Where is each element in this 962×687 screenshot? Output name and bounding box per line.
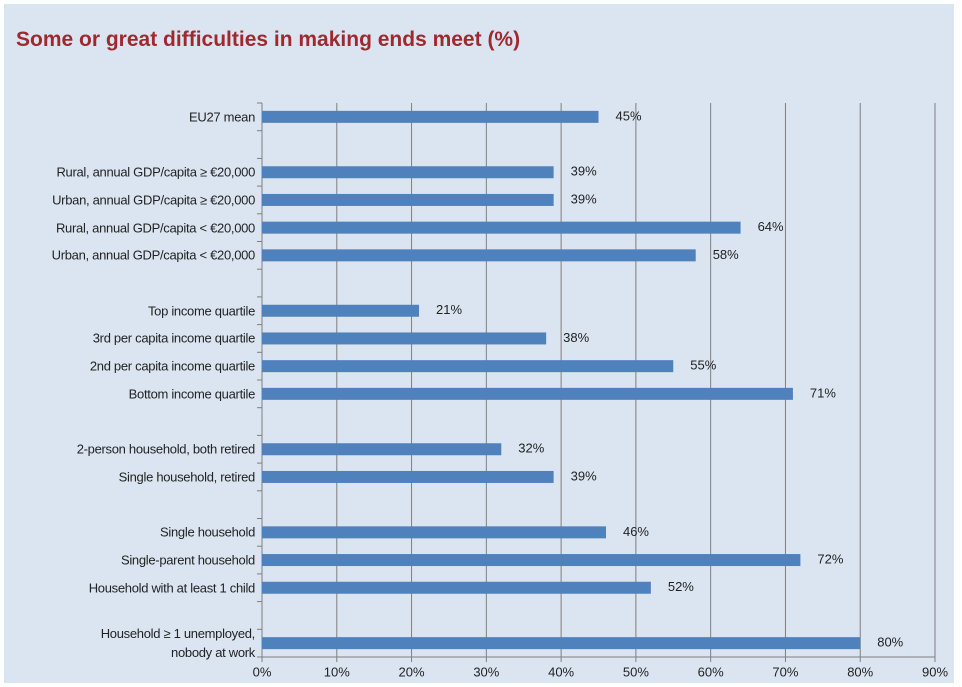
value-label: 39% [571, 468, 597, 483]
y-tick-label: 2-person household, both retired [76, 441, 256, 457]
y-tick-label: Rural, annual GDP/capita < €20,000 [55, 220, 255, 236]
y-tick-label: Single household [160, 524, 255, 540]
y-tick-label: 2nd per capita income quartile [89, 358, 255, 374]
value-label: 58% [713, 247, 739, 262]
x-tick-label: 30% [473, 664, 499, 679]
bar [262, 193, 554, 206]
x-tick-label: 50% [623, 664, 649, 679]
value-label: 55% [690, 358, 716, 373]
bar [262, 526, 606, 539]
x-tick-label: 70% [772, 664, 798, 679]
bar [262, 387, 793, 400]
value-label: 72% [817, 551, 843, 566]
x-tick-label: 80% [847, 664, 873, 679]
x-tick-label: 60% [698, 664, 724, 679]
value-label: 39% [571, 191, 597, 206]
y-tick-label: Top income quartile [147, 303, 255, 319]
bar [262, 110, 599, 123]
bar [262, 221, 741, 234]
value-label: 38% [563, 330, 589, 345]
bar [262, 332, 547, 345]
value-label: 64% [758, 219, 784, 234]
value-label: 39% [571, 164, 597, 179]
bar [262, 554, 801, 567]
value-label: 71% [810, 385, 836, 400]
value-label: 45% [616, 108, 642, 123]
x-tick-label: 20% [399, 664, 425, 679]
bar [262, 249, 696, 262]
bar [262, 304, 420, 317]
y-tick-label: Urban, annual GDP/capita < €20,000 [51, 247, 256, 263]
value-label: 80% [877, 635, 903, 650]
value-label: 32% [518, 441, 544, 456]
y-tick-label: Household ≥ 1 unemployed, nobody at work [100, 626, 256, 661]
bar [262, 166, 554, 179]
x-tick-label: 10% [324, 664, 350, 679]
x-tick-label: 90% [922, 664, 948, 679]
y-tick-label: Rural, annual GDP/capita ≥ €20,000 [56, 164, 255, 180]
bar [262, 637, 861, 650]
y-tick-label: Urban, annual GDP/capita ≥ €20,000 [52, 192, 255, 208]
bar [262, 470, 554, 483]
y-tick-label: Single-parent household [120, 552, 255, 568]
value-label: 46% [623, 524, 649, 539]
y-tick-label: Single household, retired [118, 469, 256, 485]
chart-title: Some or great difficulties in making end… [16, 28, 521, 51]
bar [262, 360, 674, 373]
bar [262, 443, 502, 456]
y-tick-label: EU27 mean [189, 109, 255, 125]
value-label: 21% [436, 302, 462, 317]
x-tick-label: 40% [548, 664, 574, 679]
y-tick-label: 3rd per capita income quartile [92, 330, 256, 346]
bar [262, 581, 651, 594]
x-tick-label: 0% [253, 664, 272, 679]
y-tick-label: Bottom income quartile [128, 386, 256, 402]
y-tick-label: Household with at least 1 child [88, 580, 256, 596]
value-label: 52% [668, 579, 694, 594]
